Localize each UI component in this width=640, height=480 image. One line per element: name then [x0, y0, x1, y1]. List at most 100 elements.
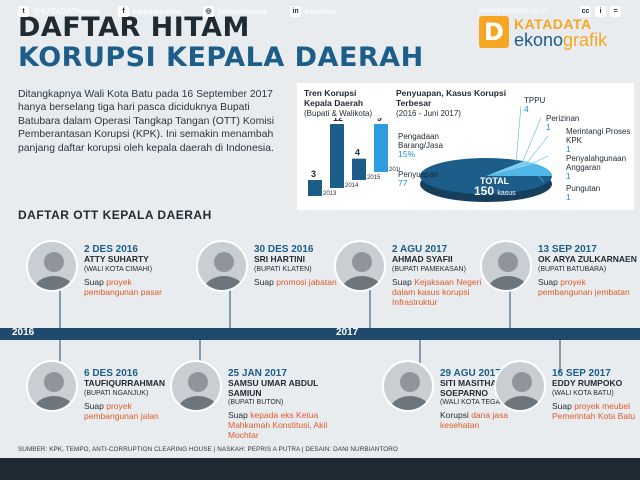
- page-title: DAFTAR HITAM: [18, 12, 250, 43]
- total-unit: kasus: [497, 190, 516, 197]
- trend-value-label: 12: [333, 118, 343, 123]
- linkedin-icon: in: [290, 6, 301, 17]
- person-case: Suap proyek pembangunan jalan: [84, 400, 159, 421]
- person-role: (WALI KOTA BATU): [552, 389, 614, 397]
- slice-label-perizinan: Perizinan 1: [546, 114, 580, 132]
- slice-label-pengadaan: Pengadaan Barang/Jasa 15%: [398, 132, 443, 159]
- person-card: 2 DES 2016 ATTY SUHARTY (WALI KOTA CIMAHI)…: [84, 244, 184, 297]
- person-role: (BUPATI NGANJUK): [84, 389, 149, 397]
- katadata-logo-icon: D: [479, 16, 509, 48]
- person-photo: [26, 240, 78, 292]
- person-date: 29 AGU 2017: [440, 368, 501, 379]
- cases-total-label: TOTAL: [480, 176, 510, 186]
- person-date: 25 JAN 2017: [228, 368, 287, 379]
- instagram-icon: ◎: [203, 6, 214, 17]
- person-photo: [480, 240, 532, 292]
- slice-label-pungutan: Pungutan 1: [566, 184, 601, 202]
- person-photo: [170, 360, 222, 412]
- page-subtitle: KORUPSI KEPALA DAERAH: [18, 42, 424, 73]
- person-name: OK ARYA ZULKARNAEN: [538, 254, 637, 264]
- person-case: Suap proyek meubel Pemerintah Kota Batu: [552, 400, 636, 421]
- timeline-year-2017: 2017: [336, 327, 359, 338]
- person-role: (BUPATI KLATEN): [254, 265, 312, 273]
- trend-bar: [374, 124, 388, 172]
- person-role: (WALI KOTA CIMAHI): [84, 265, 153, 273]
- logo-grafik: grafik: [563, 30, 608, 50]
- person-role: (WALI KOTA TEGAL): [440, 399, 507, 406]
- trend-year-label: 2014: [345, 183, 359, 189]
- source-credit: SUMBER: KPK, TEMPO, ANTI-CORRUPTION CLEA…: [18, 446, 398, 453]
- person-date: 2 AGU 2017: [392, 244, 448, 255]
- person-date: 16 SEP 2017: [552, 368, 611, 379]
- timeline-year-2016: 2016: [12, 327, 35, 338]
- footer-bar: [0, 458, 640, 480]
- footer-linkedin[interactable]: in katadata: [290, 6, 336, 17]
- person-case: Suap promosi jabatan: [254, 276, 337, 287]
- by-icon: i: [595, 6, 606, 17]
- slice-label-tppu: TPPU 4: [524, 96, 546, 114]
- section-title: DAFTAR OTT KEPALA DAERAH: [18, 208, 212, 222]
- footer-instagram[interactable]: ◎ katadatanews: [203, 6, 267, 17]
- person-name: ATTY SUHARTY: [84, 254, 149, 264]
- person-card: 25 JAN 2017 SAMSU UMAR ABDUL SAMIUN (BUPAT…: [228, 368, 328, 440]
- cases-total-value: 150 kasus: [474, 184, 516, 198]
- person-case: Korupsi dana jasa kesehatan: [440, 410, 509, 430]
- person-card: 29 AGU 2017 SITI MASITHA SOEPARNO (WALI KO…: [440, 368, 540, 430]
- person-name: SRI HARTINI: [254, 254, 305, 264]
- person-name: TAUFIQURRAHMAN: [84, 378, 166, 388]
- slice-label-merintangi: Merintangi Proses KPK 1: [566, 127, 631, 154]
- timeline-bar: [0, 328, 640, 340]
- trend-year-label: 2016: [389, 167, 400, 173]
- footer-facebook[interactable]: f katadatanews: [118, 6, 182, 17]
- person-role: (BUPATI PAMEKASAN): [392, 265, 466, 273]
- person-case: Suap proyek pembangunan jembatan: [538, 276, 630, 297]
- trend-title: Tren Korupsi Kepala Daerah: [304, 88, 364, 108]
- person-role: (BUPATI BUTON): [228, 399, 284, 406]
- person-card: 2 AGU 2017 AHMAD SYAFII (BUPATI PAMEKASAN)…: [392, 244, 492, 307]
- trend-subtitle: (Bupati & Walikota): [304, 109, 373, 118]
- person-name: SITI MASITHA SOEPARNO: [440, 378, 497, 398]
- trend-bar: [308, 180, 322, 196]
- person-name: EDDY RUMPOKO: [552, 378, 623, 388]
- person-card: 16 SEP 2017 EDDY RUMPOKO (WALI KOTA BATU) S…: [552, 368, 640, 421]
- person-date: 2 DES 2016: [84, 244, 138, 255]
- footer-website[interactable]: www.katadata.co.id: [478, 6, 547, 15]
- footer-twitter[interactable]: t @KATADATAnews: [18, 6, 100, 17]
- person-photo: [382, 360, 434, 412]
- person-card: 6 DES 2016 TAUFIQURRAHMAN (BUPATI NGANJUK)…: [84, 368, 184, 421]
- trend-year-label: 2013: [323, 191, 337, 197]
- person-name: AHMAD SYAFII: [392, 254, 453, 264]
- trend-bar: [330, 124, 344, 188]
- trend-value-label: 4: [355, 148, 360, 158]
- cases-title: Penyuapan, Kasus Korupsi Terbesar: [396, 88, 507, 108]
- person-photo: [494, 360, 546, 412]
- pie-slice-pengadaan: [486, 164, 553, 176]
- logo-katadata-text: KATADATA: [514, 16, 592, 32]
- pie-slice-small: [486, 161, 536, 176]
- nd-icon: =: [610, 6, 621, 17]
- slice-label-penyuapan: Penyuapan 77: [398, 170, 439, 188]
- person-name: SAMSU UMAR ABDUL SAMIUN: [228, 378, 319, 398]
- person-case: Suap proyek pembangunan pasar: [84, 276, 162, 297]
- intro-paragraph: Ditangkapnya Wali Kota Batu pada 16 Sept…: [18, 89, 275, 154]
- person-case: Suap kepada eks Ketua Mahkamah Konstitus…: [228, 410, 328, 440]
- slice-label-penyalahgunaan: Penyalahgunaan Anggaran 1: [566, 154, 627, 181]
- person-card: 30 DES 2016 SRI HARTINI (BUPATI KLATEN) Sua…: [254, 244, 354, 287]
- person-date: 30 DES 2016: [254, 244, 314, 255]
- person-card: 13 SEP 2017 OK ARYA ZULKARNAEN (BUPATI BAT…: [538, 244, 638, 297]
- person-photo: [334, 240, 386, 292]
- trend-bar: [352, 158, 366, 180]
- facebook-icon: f: [118, 6, 129, 17]
- trend-value-label: 3: [311, 169, 316, 179]
- person-date: 13 SEP 2017: [538, 244, 597, 255]
- person-photo: [26, 360, 78, 412]
- footer-license: cc i =: [580, 6, 621, 17]
- logo-ekonografik-text: ekonografik: [514, 30, 607, 51]
- person-photo: [196, 240, 248, 292]
- logo-ekono: ekono: [514, 30, 564, 50]
- person-date: 6 DES 2016: [84, 368, 138, 379]
- total-number: 150: [474, 184, 495, 198]
- cases-subtitle: (2016 - Juni 2017): [396, 109, 461, 118]
- cc-icon: cc: [580, 6, 591, 17]
- person-role: (BUPATI BATUBARA): [538, 265, 607, 273]
